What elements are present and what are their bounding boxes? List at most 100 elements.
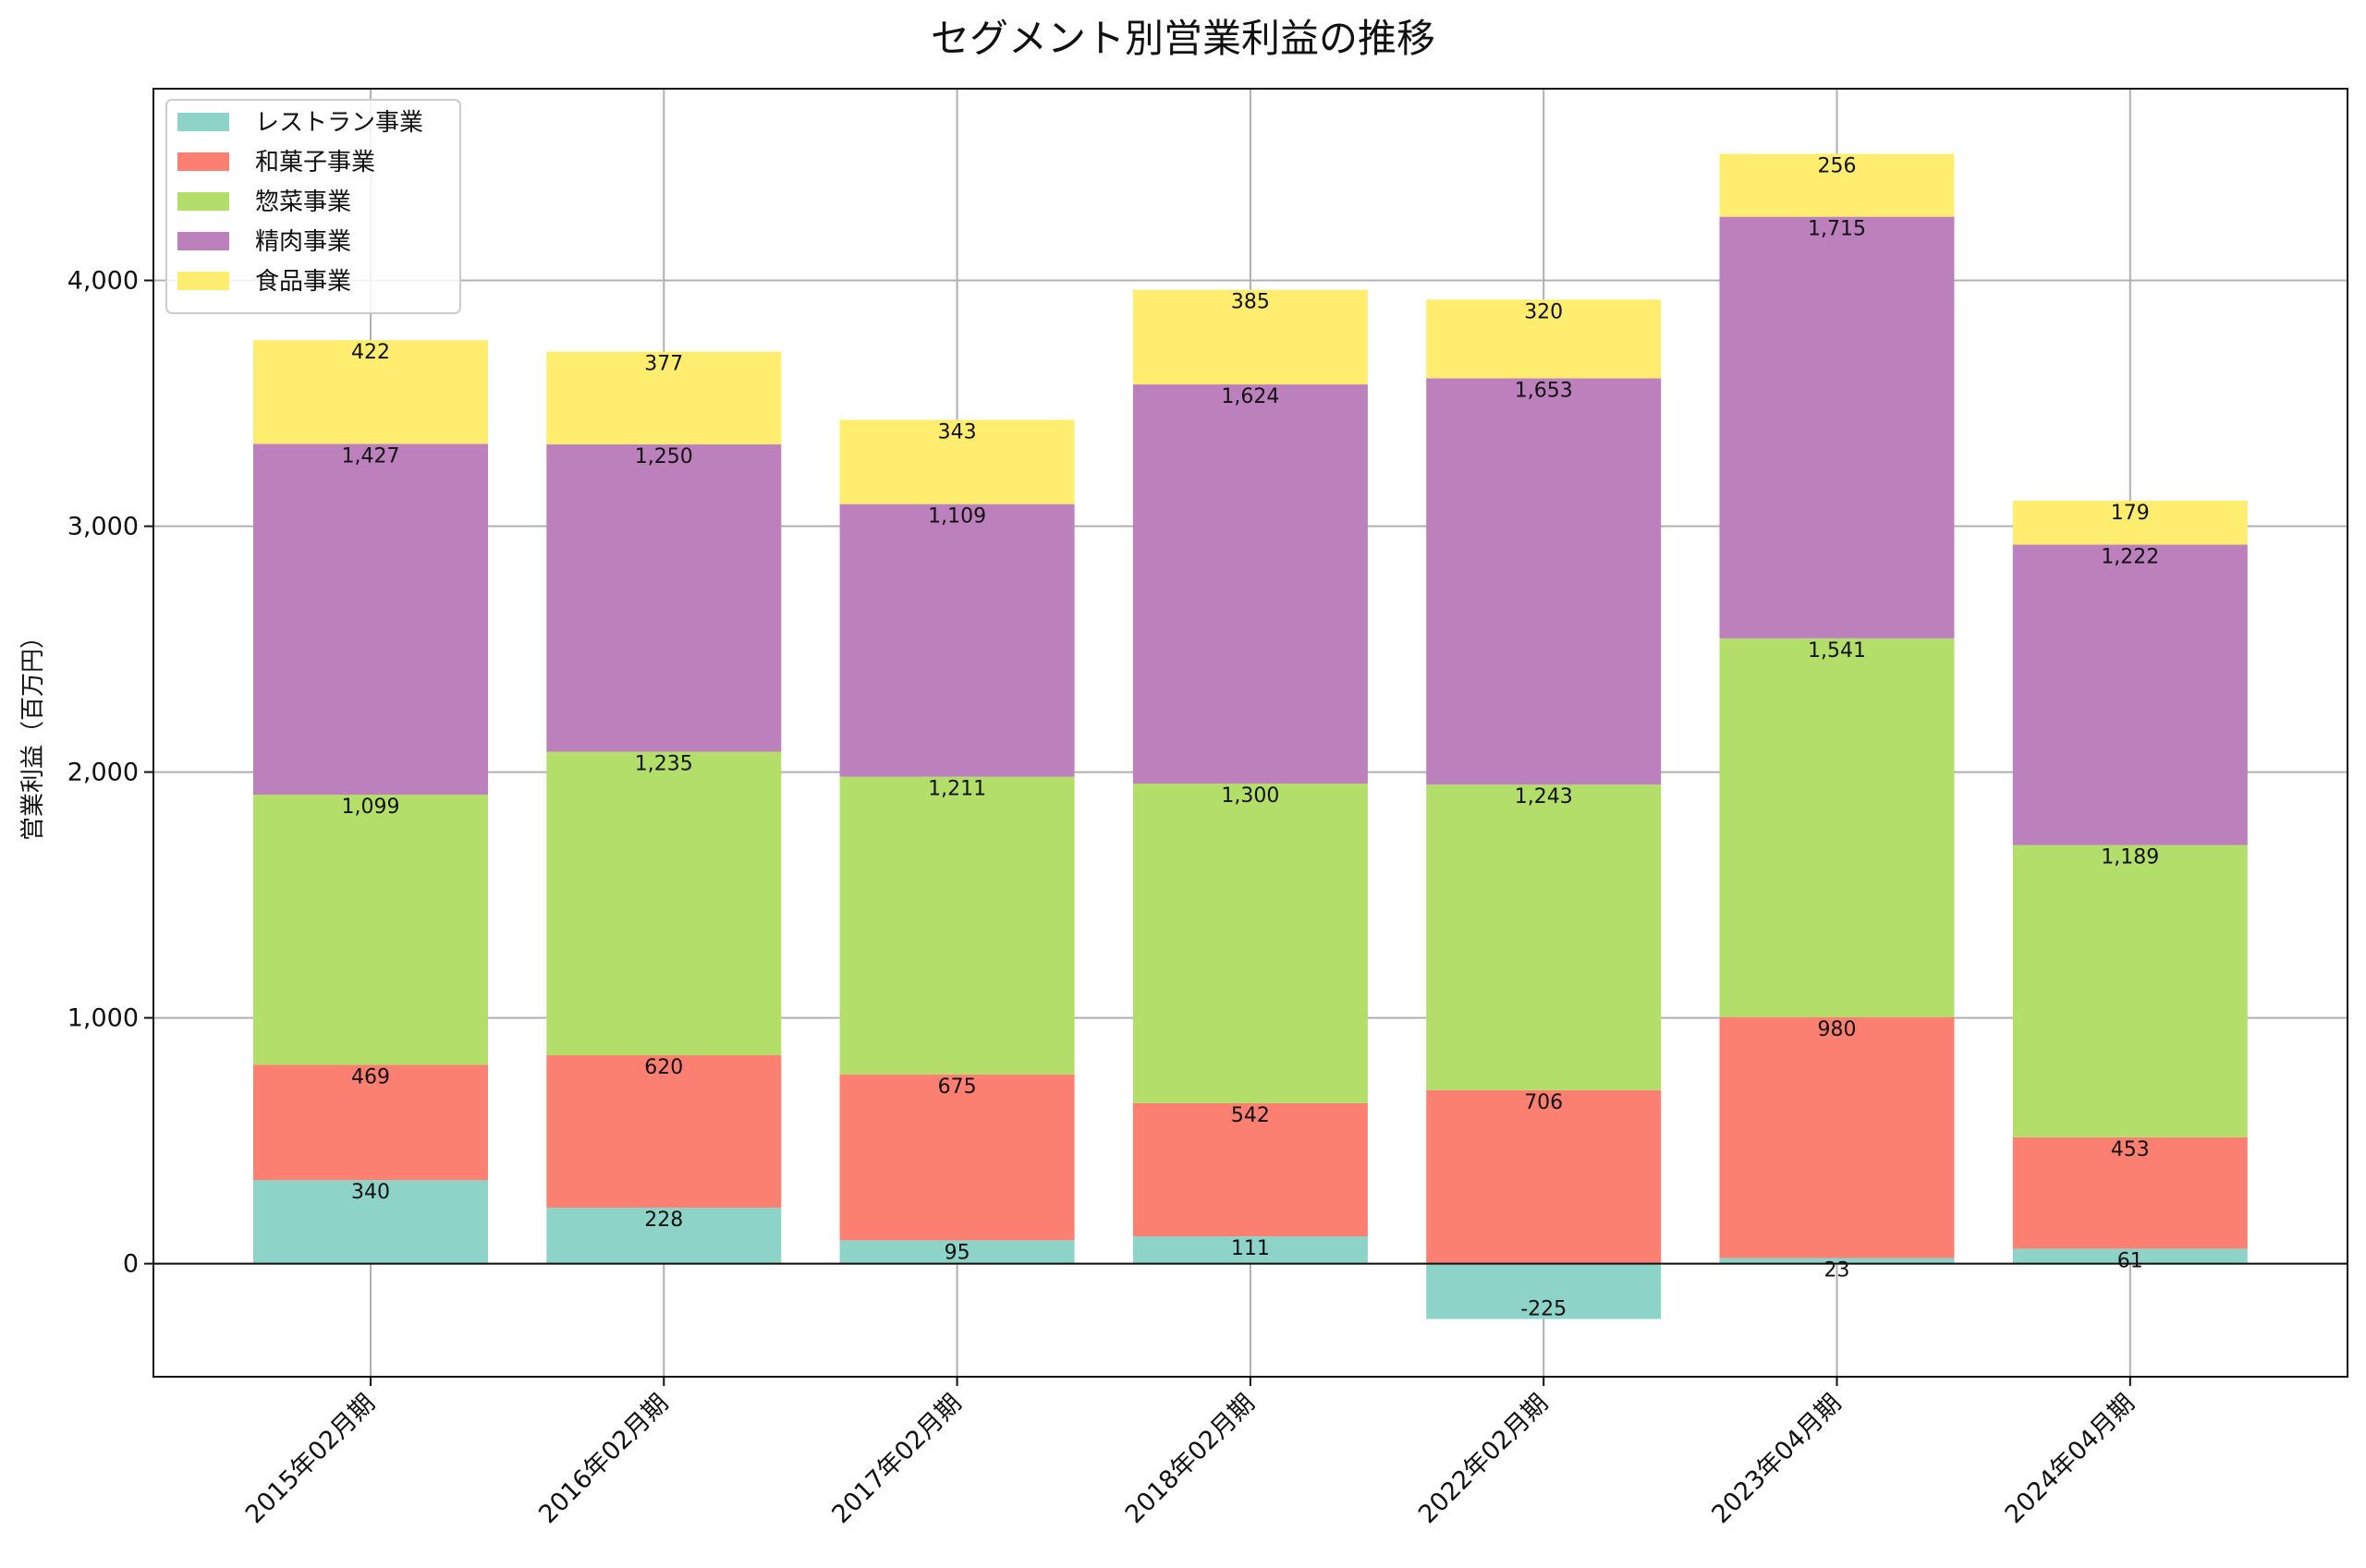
bar-segment [253, 444, 488, 796]
x-axis-ticks: 2015年02月期 2016年02月期 2017年02月期 2018年02月期 2022… [240, 1377, 2140, 1529]
bar-segment [546, 351, 782, 444]
bar-segment [1719, 1016, 1955, 1258]
legend-swatch [177, 152, 229, 171]
bar-value-label: 1,222 [2101, 545, 2159, 568]
legend-label: 和菓子事業 [255, 149, 375, 176]
bar-segment [1426, 378, 1662, 785]
bar-value-label: 1,211 [928, 778, 986, 801]
data-labels-layer: 340 469 1,099 1,427 422 228 620 1,235 1,250 377 95… [342, 154, 2160, 1320]
bar-segment [839, 1240, 1075, 1264]
bar-value-label: 1,541 [1808, 639, 1866, 662]
bar-segment [2012, 1248, 2248, 1264]
bar-value-label: 453 [2111, 1138, 2150, 1161]
bar-value-label: 1,235 [635, 752, 693, 775]
bar-segment [2012, 500, 2248, 545]
bar-value-label: 1,653 [1515, 379, 1573, 402]
bar-value-label: 620 [644, 1056, 683, 1079]
chart-title: セグメント別営業利益の推移 [930, 16, 1435, 61]
bar-value-label: 706 [1524, 1091, 1563, 1114]
x-tick-label: 2016年02月期 [533, 1389, 674, 1529]
y-tick-label: 0 [123, 1250, 139, 1279]
bar-value-label: 675 [938, 1076, 977, 1099]
bar-value-label: 320 [1524, 300, 1563, 323]
bar-value-label: 1,715 [1808, 218, 1866, 241]
bar-value-label: 980 [1818, 1018, 1857, 1041]
bar-segment [546, 444, 782, 752]
bar-segment [1426, 1089, 1662, 1264]
bar-value-label: 340 [351, 1181, 390, 1204]
bar-value-label: 1,427 [342, 444, 400, 468]
legend-label: 惣菜事業 [255, 188, 351, 216]
y-axis-ticks: 0 1,000 2,000 3,000 4,000 [67, 267, 153, 1279]
bar-value-label: 1,109 [928, 505, 986, 529]
x-tick-label: 2015年02月期 [240, 1389, 381, 1529]
bar-segment [546, 1207, 782, 1264]
bar-segment [546, 751, 782, 1056]
x-tick-label: 2023年04月期 [1706, 1389, 1847, 1529]
y-tick-label: 2,000 [67, 759, 139, 787]
y-tick-label: 1,000 [67, 1004, 139, 1033]
legend-swatch [177, 192, 229, 211]
bar-value-label: 179 [2111, 502, 2150, 525]
bar-value-label: 422 [351, 341, 390, 364]
x-tick-label: 2022年02月期 [1413, 1389, 1554, 1529]
bar-segment [1426, 299, 1662, 379]
bar-segment [546, 1055, 782, 1208]
y-axis-label: 営業利益（百万円） [19, 625, 47, 841]
legend-box [165, 99, 461, 314]
x-tick-label: 2018年02月期 [1120, 1389, 1261, 1529]
bar-segment [253, 1180, 488, 1264]
bar-value-label: 542 [1231, 1104, 1270, 1127]
bar-segment [839, 504, 1075, 777]
bar-value-label: 1,099 [342, 796, 400, 819]
bar-value-label: 1,189 [2101, 846, 2159, 869]
bar-value-label: 1,300 [1221, 784, 1279, 808]
bar-segment [1719, 1258, 1955, 1264]
bar-value-label: -225 [1520, 1297, 1567, 1320]
x-tick-label: 2024年04月期 [2000, 1389, 2140, 1529]
bar-segment [1719, 638, 1955, 1017]
bar-value-label: 61 [2117, 1249, 2143, 1272]
bar-segment [839, 419, 1075, 504]
bar-segment [1426, 784, 1662, 1090]
bar-segment [253, 340, 488, 444]
bar-segment [1132, 1236, 1368, 1264]
bar-value-label: 1,243 [1515, 785, 1573, 808]
bar-segment [1132, 384, 1368, 784]
bar-segment [2012, 845, 2248, 1137]
bar-value-label: 95 [945, 1241, 970, 1264]
legend-swatch [177, 113, 229, 131]
y-tick-label: 3,000 [67, 513, 139, 541]
bar-segment [253, 795, 488, 1065]
bar-segment [1132, 784, 1368, 1103]
bar-segment [1719, 216, 1955, 638]
bar-value-label: 1,250 [635, 445, 693, 468]
legend-label: 精肉事業 [255, 228, 351, 256]
legend-swatch [177, 232, 229, 250]
x-tick-label: 2017年02月期 [826, 1389, 967, 1529]
bar-value-label: 256 [1818, 154, 1857, 177]
bar-value-label: 1,624 [1221, 385, 1279, 408]
bar-segment [839, 1074, 1075, 1241]
bar-segment [2012, 1136, 2248, 1249]
bar-value-label: 228 [644, 1209, 683, 1232]
bar-value-label: 23 [1824, 1259, 1850, 1282]
bar-value-label: 385 [1231, 291, 1270, 314]
legend-label: レストラン事業 [255, 109, 423, 137]
bar-segment [2012, 544, 2248, 845]
bars-layer [253, 153, 2248, 1319]
legend-swatch [177, 272, 229, 290]
bar-value-label: 377 [644, 353, 683, 376]
bar-value-label: 111 [1231, 1237, 1270, 1260]
bar-segment [839, 776, 1075, 1075]
bar-segment [1132, 1102, 1368, 1237]
bar-segment [253, 1064, 488, 1181]
y-tick-label: 4,000 [67, 267, 139, 296]
legend-label: 食品事業 [255, 268, 351, 296]
bar-value-label: 343 [938, 420, 977, 444]
bar-value-label: 469 [351, 1065, 390, 1088]
bar-segment [1719, 153, 1955, 217]
bar-segment [1132, 289, 1368, 385]
